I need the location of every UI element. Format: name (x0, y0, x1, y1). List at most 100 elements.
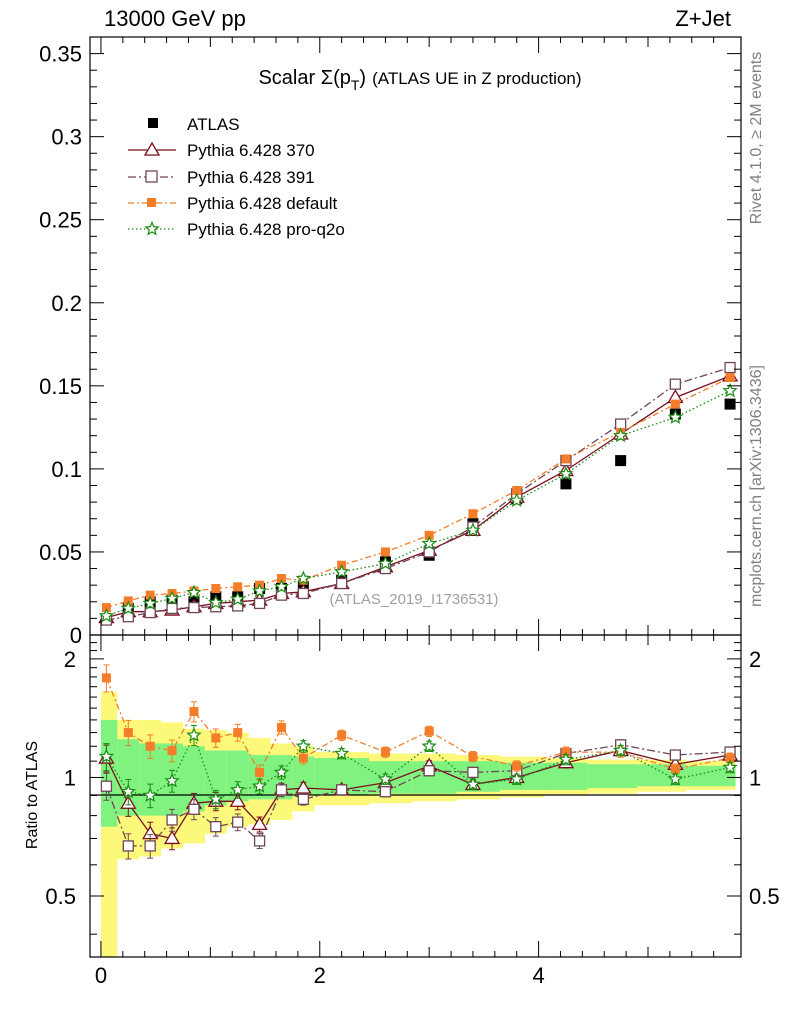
ratio-band-inner-bin (204, 750, 227, 806)
ratio-series-layer (98, 664, 739, 860)
legend-marker-pdefault (147, 198, 156, 207)
main-point-pythia-6-428-pro-q2o (208, 594, 224, 610)
main-point-pythia-6-428-pro-q2o (667, 409, 684, 424)
main-point-atlas (560, 478, 572, 490)
ratio-point-pythia-6-428-default (725, 753, 735, 763)
ratio-point-pythia-6-428-default (276, 722, 286, 732)
main-point-pythia-6-428-pro-q2o (722, 382, 738, 398)
main-point-pythia-6-428-pro-q2o (509, 492, 525, 507)
legend-marker-atlas (148, 118, 158, 128)
main-point-pythia-6-428-pro-q2o (295, 570, 312, 586)
ratio-point-pythia-6-428-pro-q2o (465, 776, 481, 791)
main-point-pythia-6-428-391 (253, 597, 266, 610)
main-point-pythia-6-428-pro-q2o (465, 522, 481, 537)
ratio-point-pythia-6-428-default (167, 746, 177, 756)
main-point-pythia-6-428-default (101, 603, 111, 613)
main-y-tick-label: 0.1 (51, 457, 82, 482)
ratio-point-pythia-6-428-pro-q2o (509, 771, 525, 786)
ratio-point-pythia-6-428-391 (188, 803, 200, 815)
main-point-pythia-6-428-default (424, 530, 434, 540)
main-point-pythia-6-428-pro-q2o (98, 607, 115, 623)
ratio-point-pythia-6-428-391 (297, 793, 310, 805)
chart-title: Scalar Σ(pT) (ATLAS UE in Z production) (258, 67, 581, 93)
ratio-point-pythia-6-428-pro-q2o (164, 772, 180, 788)
legend-marker-p370 (143, 141, 161, 156)
ratio-point-pythia-6-428-391 (166, 814, 178, 826)
ratio-point-pythia-6-428-391 (275, 784, 288, 796)
ratio-point-pythia-6-428-default (337, 730, 347, 740)
main-point-pythia-6-428-pro-q2o (421, 535, 437, 551)
legend-marker-p391 (145, 170, 158, 183)
legend-label-atlas: ATLAS (187, 115, 240, 134)
ratio-band-inner-bin (139, 743, 162, 816)
ratio-point-pythia-6-428-391 (232, 816, 244, 828)
ratio-point-pythia-6-428-391 (335, 784, 348, 796)
legend-label-pdefault: Pythia 6.428 default (187, 194, 338, 213)
ratio-point-pythia-6-428-default (101, 673, 111, 683)
ratio-band-inner-bin (117, 739, 140, 816)
ratio-point-pythia-6-428-default (255, 767, 265, 777)
main-point-pythia-6-428-default (725, 373, 735, 383)
ratio-point-pythia-6-428-391 (253, 835, 266, 847)
ratio-point-pythia-6-428-pro-q2o (230, 781, 246, 797)
main-point-pythia-6-428-391 (166, 602, 178, 615)
ratio-band-inner-bin (587, 764, 638, 789)
ratio-point-pythia-6-428-pro-q2o (186, 727, 202, 742)
ratio-point-pythia-6-428-default (298, 753, 308, 763)
main-line-pythia-6-428-391 (106, 366, 731, 621)
ratio-point-pythia-6-428-pro-q2o (722, 759, 738, 775)
ratio-point-pythia-6-428-pro-q2o (612, 742, 629, 758)
main-point-pythia-6-428-391 (144, 606, 156, 619)
ratio-frame (89, 634, 742, 958)
legend-label-p370: Pythia 6.428 370 (187, 141, 315, 160)
main-point-pythia-6-428-default (670, 399, 680, 409)
ratio-y-tick-label-right: 2 (749, 647, 761, 672)
ratio-point-pythia-6-428-pro-q2o (251, 778, 268, 793)
main-point-pythia-6-428-pro-q2o (377, 555, 394, 571)
ratio-point-pythia-6-428-default (380, 747, 390, 757)
main-point-pythia-6-428-391 (614, 418, 627, 430)
main-point-pythia-6-428-default (233, 582, 243, 592)
ratio-point-pythia-6-428-391 (210, 821, 222, 833)
main-series-layer (98, 361, 739, 626)
ratio-point-pythia-6-428-370 (251, 816, 268, 831)
main-point-pythia-6-428-391 (335, 577, 348, 590)
ratio-point-pythia-6-428-pro-q2o (558, 751, 574, 767)
ratio-point-pythia-6-428-default (189, 707, 199, 717)
ratio-point-pythia-6-428-391 (144, 840, 156, 852)
ratio-point-pythia-6-428-391 (100, 780, 113, 792)
ratio-point-pythia-6-428-391 (423, 765, 435, 777)
main-point-pythia-6-428-pro-q2o (230, 591, 246, 606)
ratio-point-pythia-6-428-pro-q2o (377, 771, 394, 786)
ratio-y-tick-label-right: 1 (749, 765, 761, 790)
main-point-pythia-6-428-391 (297, 587, 310, 600)
ratio-point-pythia-6-428-391 (379, 786, 392, 798)
legend-item-pdefault: Pythia 6.428 default (128, 194, 338, 213)
ratio-point-pythia-6-428-default (512, 761, 522, 771)
ratio-point-pythia-6-428-default (670, 764, 680, 774)
main-point-pythia-6-428-pro-q2o (142, 595, 158, 610)
main-point-pythia-6-428-391 (188, 601, 200, 614)
ratio-point-pythia-6-428-370 (229, 792, 246, 807)
legend-item-p391: Pythia 6.428 391 (128, 168, 315, 187)
chart-title-suffix: ) (359, 67, 366, 89)
ratio-point-pythia-6-428-default (468, 752, 478, 762)
ratio-uncertainty-bands (100, 691, 736, 957)
main-y-tick-label: 0.2 (51, 291, 82, 316)
main-y-tick-label: 0.15 (39, 374, 82, 399)
main-point-atlas (724, 398, 736, 410)
ratio-point-pythia-6-428-pro-q2o (208, 791, 224, 806)
legend-item-atlas: ATLAS (148, 115, 240, 134)
main-point-pythia-6-428-pro-q2o (273, 578, 290, 594)
chart-title-subscript: T (351, 77, 360, 93)
analysis-tag: (ATLAS_2019_I1736531) (329, 591, 498, 608)
x-tick-label: 4 (532, 963, 544, 988)
x-tick-label: 2 (314, 963, 326, 988)
main-axis-ticks: 0 0.05 0.1 0.15 0.2 0.25 0.3 0.35 (39, 37, 741, 648)
header-process-label: Z+Jet (675, 6, 731, 31)
main-y-tick-label: 0.05 (39, 540, 82, 565)
header-energy-label: 13000 GeV pp (104, 6, 246, 31)
rivet-version-label: Rivet 4.1.0, ≥ 2M events (748, 52, 765, 224)
ratio-point-pythia-6-428-pro-q2o (421, 738, 437, 753)
